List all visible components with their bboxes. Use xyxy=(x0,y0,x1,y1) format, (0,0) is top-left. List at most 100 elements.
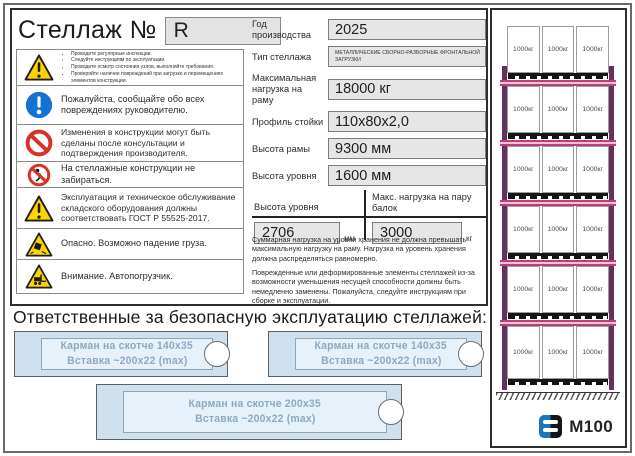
rack-beam xyxy=(500,260,616,266)
pallet-load: 1000кг xyxy=(507,86,540,133)
field-label: Профиль стойки xyxy=(252,116,324,127)
rack-diagram: 1000кг 1000кг 1000кг 1000кг 1000кг 1000к… xyxy=(496,26,620,400)
field-value-box[interactable]: 2025 xyxy=(328,19,486,41)
pallet-load: 1000кг xyxy=(576,26,610,73)
warning-text: Изменения в конструкции могут быть сдела… xyxy=(61,126,211,159)
field-label: Высота рамы xyxy=(252,143,310,154)
pallet-load: 1000кг xyxy=(576,266,610,313)
level-height-field[interactable]: 2706 xyxy=(254,222,340,245)
pocket-spec-line: Карман на скотче 200x35 xyxy=(188,398,322,411)
pallet-load: 1000кг xyxy=(507,326,540,379)
rack-beam xyxy=(500,140,616,146)
warning-row-inspections: Проводите регулярные инспекции. Следуйте… xyxy=(16,49,244,86)
mandatory-exclamation-icon xyxy=(17,91,61,119)
warning-text: Эксплуатация и техническое обслуживание … xyxy=(61,191,236,224)
field-value-box[interactable]: 9300 мм xyxy=(328,138,486,160)
warning-row-forklift: Внимание. Автопогрузчик. xyxy=(16,259,244,294)
field-value: 2025 xyxy=(335,21,368,38)
rack-beam xyxy=(500,80,616,86)
pallet-load: 1000кг xyxy=(541,326,575,379)
field-label: Высота уровня xyxy=(252,170,317,181)
forklift-icon xyxy=(17,264,61,289)
warning-triangle-icon xyxy=(17,195,61,222)
pallet-icon xyxy=(508,253,608,259)
field-frame-load: Максимальная нагрузка на раму 18000 кг xyxy=(252,73,486,105)
field-label: Высота уровня xyxy=(254,202,319,213)
field-profile: Профиль стойки 110x80x2,0 xyxy=(252,111,486,133)
unit-label: кг xyxy=(466,234,473,244)
falling-load-icon xyxy=(17,232,61,257)
brand-logo: M100 xyxy=(539,415,613,438)
field-value-box[interactable]: МЕТАЛЛИЧЕСКИЕ СБОРНО-РАЗБОРНЫЕ ФРОНТАЛЬН… xyxy=(328,46,486,68)
inspection-bullet-list: Проводите регулярные инспекции. Следуйте… xyxy=(61,51,243,85)
rack-post-left xyxy=(502,66,507,390)
note-paragraph: Суммарная нагрузка на уровни хранения не… xyxy=(252,235,467,263)
rack-level: 1000кг 1000кг 1000кг xyxy=(500,146,616,206)
pallet-load: 1000кг xyxy=(541,206,575,253)
safety-notes: Суммарная нагрузка на уровни хранения не… xyxy=(252,235,488,311)
prohibition-icon xyxy=(17,129,61,157)
pallet-load: 1000кг xyxy=(507,146,540,193)
beam-load-field[interactable]: 3000 xyxy=(372,222,462,245)
rack-number-label: Стеллаж № xyxy=(18,16,157,44)
warning-triangle-icon xyxy=(17,54,61,81)
field-label: Тип стеллажа xyxy=(252,51,312,62)
field-value: 18000 кг xyxy=(335,81,391,98)
rack-number-value: R xyxy=(173,18,189,42)
pocket-insert-area: Карман на скотче 140x35 Вставка ~200x22 … xyxy=(41,338,213,370)
warning-row-report-damage: Пожалуйста, сообщайте обо всех поврежден… xyxy=(16,85,244,125)
pallet-icon xyxy=(508,133,608,139)
pallet-load: 1000кг xyxy=(507,206,540,253)
pocket-spec-line: Вставка ~200x22 (max) xyxy=(194,413,316,425)
no-climbing-icon xyxy=(17,163,61,187)
name-pocket-small-2: Карман на скотче 140x35 Вставка ~200x22 … xyxy=(268,331,484,377)
field-value: 3000 xyxy=(380,225,413,242)
rack-post-right xyxy=(609,66,614,390)
warning-row-no-modification: Изменения в конструкции могут быть сдела… xyxy=(16,124,244,162)
field-type: Тип стеллажа МЕТАЛЛИЧЕСКИЕ СБОРНО-РАЗБОР… xyxy=(252,46,486,68)
field-value-box[interactable]: 1600 мм xyxy=(328,165,486,187)
rack-level: 1000кг 1000кг 1000кг xyxy=(500,206,616,266)
field-value-box[interactable]: 18000 кг xyxy=(328,78,486,100)
field-value: 1600 мм xyxy=(335,167,392,184)
pocket-spec-line: Вставка ~200x22 (max) xyxy=(66,355,188,367)
thumb-notch xyxy=(204,341,230,367)
rack-level: 1000кг 1000кг 1000кг xyxy=(500,26,616,86)
warning-text: Опасно. Возможно падение груза. xyxy=(61,238,207,249)
m100-rack-icon xyxy=(539,415,563,438)
field-value: 110x80x2,0 xyxy=(335,113,409,130)
pallet-load: 1000кг xyxy=(507,266,540,313)
pocket-spec-line: Карман на скотче 140x35 xyxy=(60,340,194,353)
unit-label: мм xyxy=(344,234,355,244)
rack-beam xyxy=(500,200,616,206)
bullet-item: Проверяйте наличие повреждений при загру… xyxy=(71,71,243,85)
bullet-item: Проводите регулярные инспекции. xyxy=(71,51,243,58)
name-pocket-small-1: Карман на скотче 140x35 Вставка ~200x22 … xyxy=(14,331,230,377)
pocket-insert-area: Карман на скотче 140x35 Вставка ~200x22 … xyxy=(295,338,467,370)
field-value-box[interactable]: 110x80x2,0 xyxy=(328,111,486,133)
spec-fields: Год производства 2025 Тип стеллажа МЕТАЛ… xyxy=(252,19,486,245)
name-pocket-large: Карман на скотче 200x35 Вставка ~200x22 … xyxy=(96,384,404,440)
rack-level: 1000кг 1000кг 1000кг xyxy=(500,86,616,146)
pallet-load: 1000кг xyxy=(576,326,610,379)
ground-hatch xyxy=(496,392,620,400)
bullet-item: Следуйте инструкциям по эксплуатации. xyxy=(71,57,243,64)
field-value: МЕТАЛЛИЧЕСКИЕ СБОРНО-РАЗБОРНЫЕ ФРОНТАЛЬН… xyxy=(335,50,480,63)
thumb-notch xyxy=(378,399,404,425)
warnings-table: Проводите регулярные инспекции. Следуйте… xyxy=(16,49,244,294)
pallet-load: 1000кг xyxy=(541,26,575,73)
main-info-box: Стеллаж № R Проводите регулярные инспекц… xyxy=(10,8,488,306)
divider xyxy=(252,216,486,219)
field-value: 2706 xyxy=(262,225,295,242)
rack-level: 1000кг 1000кг 1000кг xyxy=(500,266,616,326)
warning-row-gost: Эксплуатация и техническое обслуживание … xyxy=(16,187,244,229)
field-level-height: Высота уровня 1600 мм xyxy=(252,165,486,187)
field-value: 9300 мм xyxy=(335,140,392,157)
pallet-load: 1000кг xyxy=(541,146,575,193)
warning-row-falling-load: Опасно. Возможно падение груза. xyxy=(16,228,244,260)
brand-name: M100 xyxy=(569,416,613,436)
rack-number-field[interactable]: R xyxy=(164,16,281,45)
divider xyxy=(364,190,366,241)
rack-beam xyxy=(500,320,616,326)
